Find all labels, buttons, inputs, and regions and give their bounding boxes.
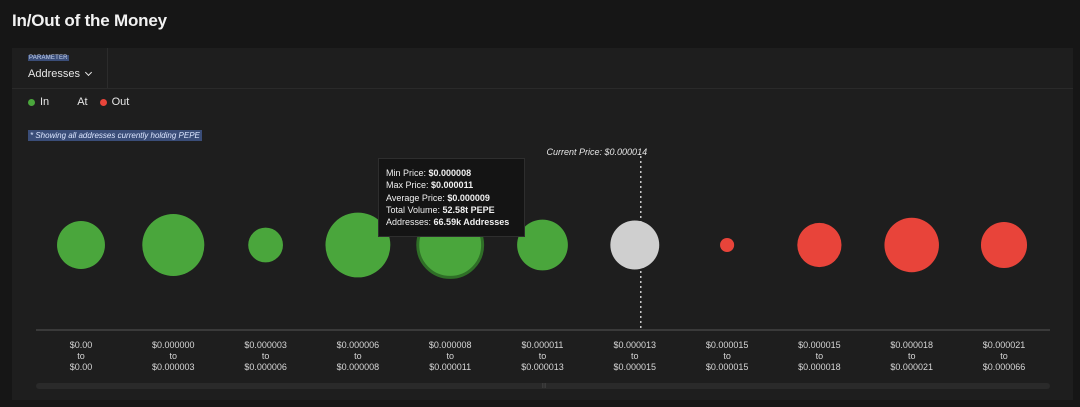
page-title: In/Out of the Money (12, 11, 167, 30)
tooltip-min-price: Min Price: $0.000008 (386, 168, 472, 178)
x-tick-to-word-8: to (816, 351, 824, 361)
x-tick-to-9: $0.000021 (890, 362, 933, 372)
x-tick-from-1: $0.000000 (152, 340, 195, 350)
x-tick-from-6: $0.000013 (614, 340, 657, 350)
bubble-5[interactable] (517, 219, 568, 271)
x-tick-to-6: $0.000015 (614, 362, 657, 372)
legend-dot-out (99, 98, 107, 106)
x-tick-to-4: $0.000011 (429, 362, 471, 372)
x-tick-to-word-9: to (908, 351, 916, 361)
bubble-7[interactable] (720, 237, 735, 253)
x-tick-from-5: $0.000011 (522, 340, 564, 350)
legend-item-at[interactable]: At (61, 96, 87, 108)
legend-label-in: In (40, 96, 50, 108)
x-tick-to-word-5: to (539, 351, 547, 361)
x-tick-from-0: $0.00 (70, 340, 93, 350)
legend: In At Out (28, 96, 141, 108)
x-tick-to-0: $0.00 (70, 362, 93, 372)
tooltip-max-price: Max Price: $0.000011 (386, 180, 474, 191)
legend-item-in[interactable]: In (28, 96, 49, 108)
bubble-3[interactable] (325, 212, 391, 278)
parameter-value: Addresses (28, 68, 80, 80)
x-tick-to-word-1: to (170, 351, 178, 361)
x-tick-to-word-10: to (1000, 351, 1008, 361)
parameter-label: PARAMETER (28, 55, 69, 61)
bubble-2[interactable] (248, 227, 283, 263)
scroll-grip-icon[interactable]: ||| (542, 383, 546, 389)
x-tick-from-2: $0.000003 (244, 340, 287, 350)
bubble-1[interactable] (142, 213, 205, 277)
bubble-6[interactable] (610, 220, 660, 270)
tooltip-average-price: Average Price: $0.000009 (386, 192, 490, 203)
x-tick-to-word-0: to (77, 351, 85, 361)
x-tick-to-7: $0.000015 (706, 362, 749, 372)
chart-panel: PARAMETER Addresses In At Out * Showing … (12, 48, 1073, 400)
x-tick-to-1: $0.000003 (152, 362, 195, 372)
tooltip-addresses: Addresses: 66.59k Addresses (386, 217, 510, 228)
x-tick-to-word-7: to (723, 351, 731, 361)
bubble-8[interactable] (797, 222, 842, 268)
x-tick-from-3: $0.000006 (337, 340, 380, 350)
parameter-selector: PARAMETER Addresses (12, 48, 108, 88)
x-tick-to-word-6: to (631, 351, 639, 361)
bubble-0[interactable] (57, 221, 105, 269)
x-tick-to-2: $0.000006 (244, 362, 287, 372)
legend-dot-in (28, 98, 35, 106)
bubble-10[interactable] (980, 221, 1028, 269)
x-tick-to-3: $0.000008 (337, 362, 380, 372)
x-tick-from-9: $0.000018 (890, 340, 933, 350)
x-tick-from-8: $0.000015 (798, 340, 841, 350)
x-tick-to-word-4: to (446, 351, 454, 361)
x-tick-from-4: $0.000008 (429, 340, 472, 350)
x-tick-to-5: $0.000013 (521, 362, 564, 372)
x-tick-from-10: $0.000021 (983, 340, 1026, 350)
legend-label-out: Out (111, 96, 130, 108)
horizontal-scrollbar[interactable]: ||| (36, 383, 1050, 389)
holding-note: * Showing all addresses currently holdin… (28, 130, 202, 141)
x-tick-to-10: $0.000066 (983, 362, 1026, 372)
chart-tooltip: Min Price: $0.000008 Max Price: $0.00001… (378, 158, 525, 238)
x-tick-to-word-3: to (354, 351, 362, 361)
x-tick-to-word-2: to (262, 351, 270, 361)
legend-item-out[interactable]: Out (99, 96, 130, 108)
legend-label-at: At (77, 96, 88, 108)
bubble-9[interactable] (884, 217, 939, 273)
x-tick-from-7: $0.000015 (706, 340, 749, 350)
parameter-dropdown[interactable]: Addresses (28, 68, 93, 80)
x-tick-to-8: $0.000018 (798, 362, 841, 372)
divider (12, 88, 1073, 89)
bubble-chart: Current Price: $0.000014$0.00to$0.00$0.0… (36, 147, 1050, 372)
current-price-label: Current Price: $0.000014 (547, 147, 648, 157)
tooltip-total-volume: Total Volume: 52.58t PEPE (386, 204, 495, 215)
